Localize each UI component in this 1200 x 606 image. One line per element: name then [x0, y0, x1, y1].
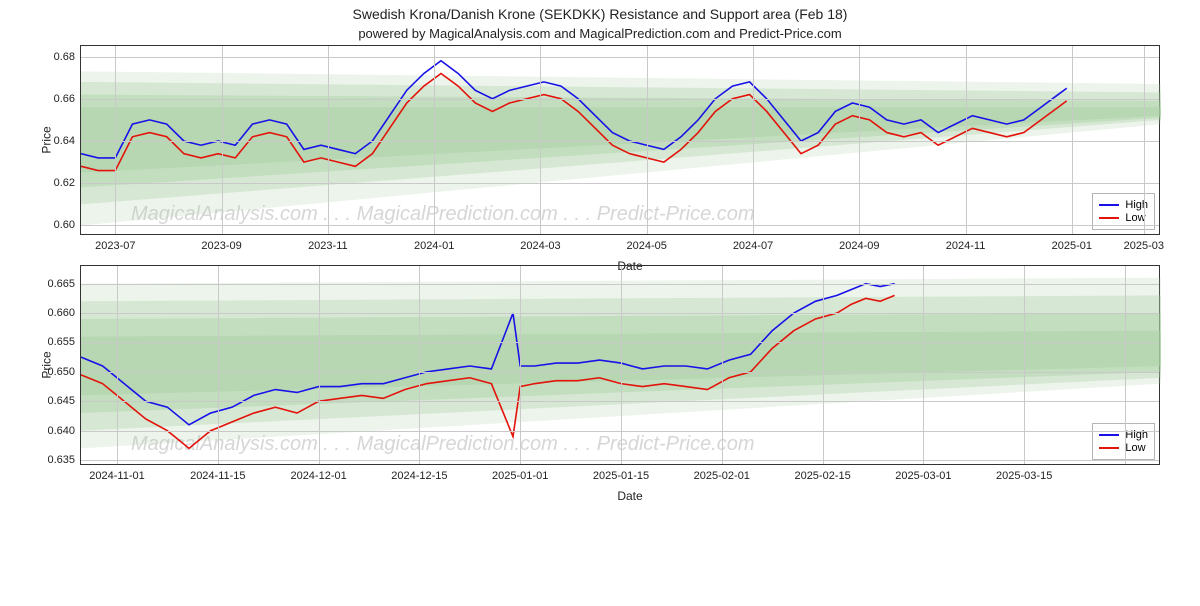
- gridline-h: [81, 99, 1159, 100]
- xtick-label: 2023-07: [95, 240, 135, 252]
- ytick-label: 0.655: [47, 336, 75, 348]
- gridline-v: [753, 46, 754, 234]
- chart-subtitle: powered by MagicalAnalysis.com and Magic…: [0, 26, 1200, 41]
- legend-label-low: Low: [1125, 212, 1145, 224]
- gridline-h: [81, 431, 1159, 432]
- xtick-label: 2025-01: [1052, 240, 1092, 252]
- gridline-v: [1144, 46, 1145, 234]
- legend-swatch-high: [1099, 204, 1119, 206]
- gridline-h: [81, 284, 1159, 285]
- ytick-label: 0.66: [54, 93, 75, 105]
- xtick-label: 2023-09: [201, 240, 241, 252]
- xtick-label: 2025-03-01: [895, 470, 951, 482]
- xtick-label: 2024-07: [733, 240, 773, 252]
- gridline-h: [81, 313, 1159, 314]
- xtick-label: 2025-01-01: [492, 470, 548, 482]
- gridline-v: [647, 46, 648, 234]
- gridline-v: [1072, 46, 1073, 234]
- xtick-label: 2025-02-01: [694, 470, 750, 482]
- chart-2-xlabel: Date: [80, 489, 1180, 503]
- xtick-label: 2024-12-15: [391, 470, 447, 482]
- gridline-v: [319, 266, 320, 464]
- gridline-v: [859, 46, 860, 234]
- ytick-label: 0.650: [47, 366, 75, 378]
- legend-swatch-high-2: [1099, 434, 1119, 436]
- gridline-v: [520, 266, 521, 464]
- gridline-v: [419, 266, 420, 464]
- gridline-v: [823, 266, 824, 464]
- chart-2-container: MagicalAnalysis.com . . . MagicalPredict…: [80, 265, 1180, 465]
- xtick-label: 2025-02-15: [794, 470, 850, 482]
- gridline-v: [218, 266, 219, 464]
- ytick-label: 0.645: [47, 395, 75, 407]
- gridline-h: [81, 225, 1159, 226]
- chart-1-plot: MagicalAnalysis.com . . . MagicalPredict…: [80, 45, 1160, 235]
- gridline-v: [1125, 266, 1126, 464]
- legend-row-high: High: [1099, 199, 1148, 211]
- chart-2-legend: High Low: [1092, 423, 1155, 460]
- gridline-v: [966, 46, 967, 234]
- ytick-label: 0.68: [54, 51, 75, 63]
- gridline-h: [81, 141, 1159, 142]
- gridline-h: [81, 183, 1159, 184]
- gridline-v: [923, 266, 924, 464]
- ytick-label: 0.640: [47, 425, 75, 437]
- gridline-h: [81, 57, 1159, 58]
- ytick-label: 0.62: [54, 177, 75, 189]
- chart-1-container: MagicalAnalysis.com . . . MagicalPredict…: [80, 45, 1180, 235]
- gridline-v: [621, 266, 622, 464]
- xtick-label: 2024-11: [946, 240, 986, 252]
- xtick-label: 2024-05: [627, 240, 667, 252]
- xtick-label: 2024-12-01: [290, 470, 346, 482]
- xtick-label: 2024-09: [839, 240, 879, 252]
- chart-2-plot: MagicalAnalysis.com . . . MagicalPredict…: [80, 265, 1160, 465]
- gridline-h: [81, 372, 1159, 373]
- xtick-label: 2023-11: [308, 240, 348, 252]
- chart-title: Swedish Krona/Danish Krone (SEKDKK) Resi…: [0, 6, 1200, 22]
- gridline-h: [81, 342, 1159, 343]
- legend-row-low: Low: [1099, 212, 1148, 224]
- ytick-label: 0.60: [54, 219, 75, 231]
- gridline-v: [328, 46, 329, 234]
- gridline-v: [722, 266, 723, 464]
- gridline-v: [540, 46, 541, 234]
- legend-swatch-low: [1099, 217, 1119, 219]
- gridline-v: [222, 46, 223, 234]
- gridline-v: [117, 266, 118, 464]
- gridline-h: [81, 460, 1159, 461]
- ytick-label: 0.635: [47, 454, 75, 466]
- ytick-label: 0.665: [47, 278, 75, 290]
- legend-label-low-2: Low: [1125, 442, 1145, 454]
- ytick-label: 0.64: [54, 135, 75, 147]
- gridline-h: [81, 401, 1159, 402]
- gridline-v: [434, 46, 435, 234]
- xtick-label: 2025-01-15: [593, 470, 649, 482]
- legend-swatch-low-2: [1099, 447, 1119, 449]
- xtick-label: 2025-03: [1124, 240, 1164, 252]
- xtick-label: 2024-03: [520, 240, 560, 252]
- gridline-v: [1024, 266, 1025, 464]
- gridline-v: [115, 46, 116, 234]
- xtick-label: 2024-11-01: [89, 470, 144, 482]
- legend-row-low-2: Low: [1099, 442, 1148, 454]
- xtick-label: 2025-03-15: [996, 470, 1052, 482]
- ytick-label: 0.660: [47, 307, 75, 319]
- xtick-label: 2024-01: [414, 240, 454, 252]
- xtick-label: 2024-11-15: [190, 470, 245, 482]
- chart-1-ylabel: Price: [40, 126, 54, 153]
- chart-1-legend: High Low: [1092, 193, 1155, 230]
